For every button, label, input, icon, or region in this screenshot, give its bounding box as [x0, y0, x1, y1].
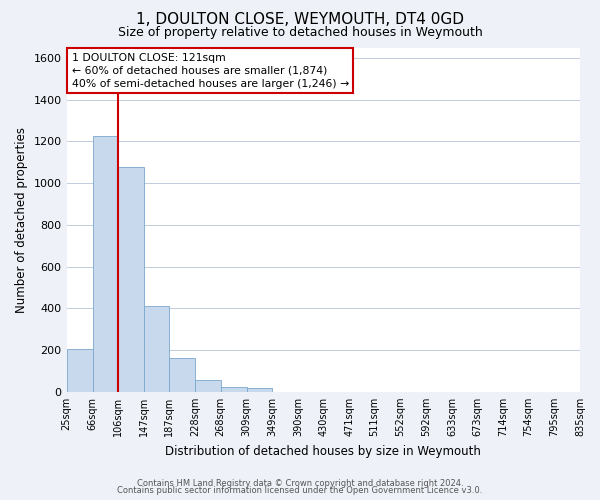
- Text: 1 DOULTON CLOSE: 121sqm
← 60% of detached houses are smaller (1,874)
40% of semi: 1 DOULTON CLOSE: 121sqm ← 60% of detache…: [71, 52, 349, 89]
- Bar: [195, 380, 221, 392]
- Text: 1, DOULTON CLOSE, WEYMOUTH, DT4 0GD: 1, DOULTON CLOSE, WEYMOUTH, DT4 0GD: [136, 12, 464, 28]
- Text: Contains public sector information licensed under the Open Government Licence v3: Contains public sector information licen…: [118, 486, 482, 495]
- Text: Size of property relative to detached houses in Weymouth: Size of property relative to detached ho…: [118, 26, 482, 39]
- Bar: [92, 136, 118, 392]
- Bar: [247, 388, 272, 392]
- Text: Contains HM Land Registry data © Crown copyright and database right 2024.: Contains HM Land Registry data © Crown c…: [137, 478, 463, 488]
- Y-axis label: Number of detached properties: Number of detached properties: [15, 126, 28, 312]
- Bar: [118, 168, 144, 392]
- Bar: [144, 306, 169, 392]
- X-axis label: Distribution of detached houses by size in Weymouth: Distribution of detached houses by size …: [166, 444, 481, 458]
- Bar: [169, 358, 195, 392]
- Bar: [67, 349, 92, 392]
- Bar: [221, 386, 247, 392]
